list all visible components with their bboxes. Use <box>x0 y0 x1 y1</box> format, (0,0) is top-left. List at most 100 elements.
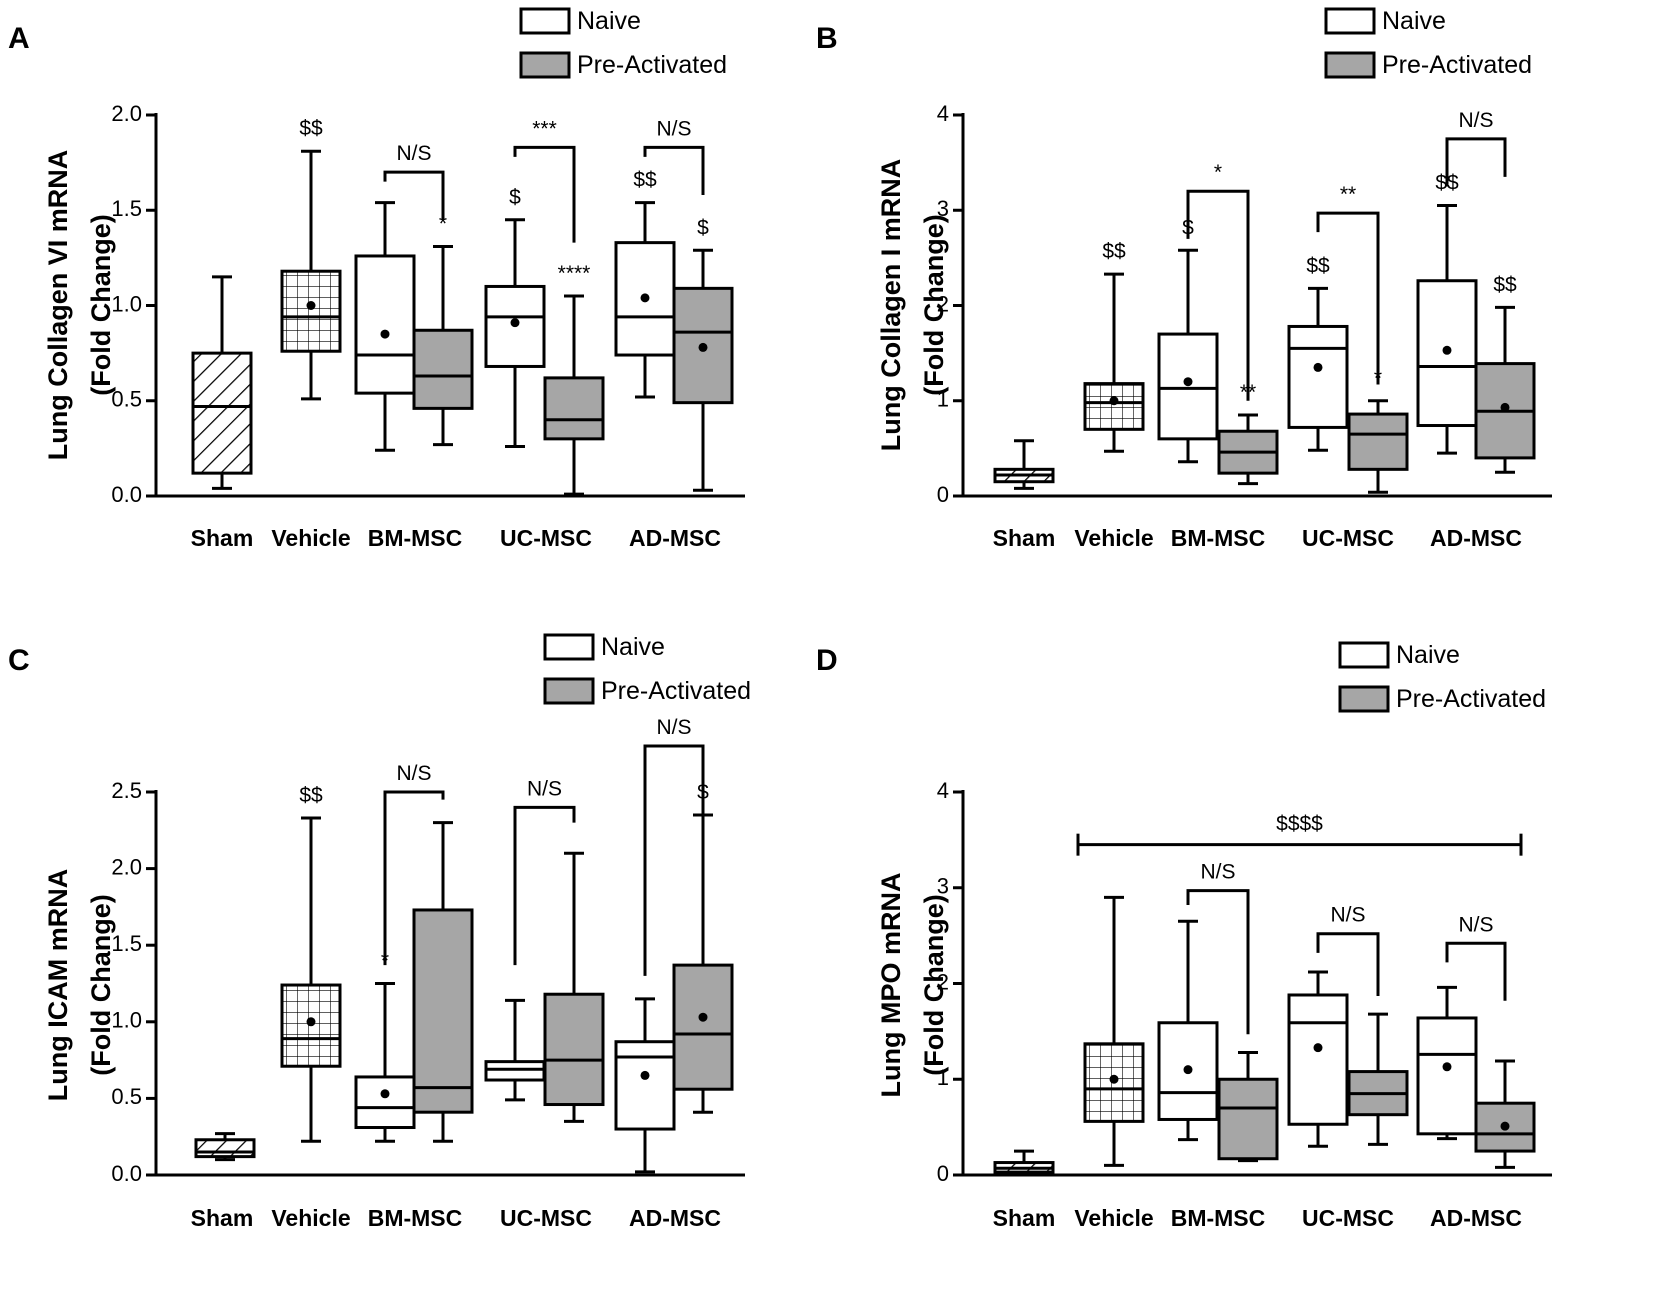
panel-d: D Lung MPO mRNA (Fold Change) 0 1 2 3 4 Sham Vehi… <box>816 641 1552 1231</box>
legend: Naive Pre-Activated <box>1324 7 1532 79</box>
significance-label: $$ <box>299 117 323 140</box>
mean-marker <box>1442 1062 1452 1072</box>
panel-label: D <box>816 644 838 677</box>
box-ad-msc-pre: $$ <box>1474 273 1536 474</box>
mean-marker <box>1313 362 1323 372</box>
box-bm-msc-naive: $ <box>1157 216 1219 464</box>
y-tick-label: 1.0 <box>111 291 142 316</box>
box-ad-msc-naive: $$ <box>614 169 676 399</box>
box-ad-msc-pre: $ <box>672 216 734 492</box>
comparison-bracket: N/S <box>383 762 445 966</box>
x-category-label: Sham <box>993 525 1056 551</box>
comparison-bracket: * <box>1186 161 1250 401</box>
significance-label: $$ <box>299 784 323 807</box>
y-tick-label: 3 <box>937 874 949 899</box>
x-category-label: AD-MSC <box>629 1205 721 1231</box>
x-category-label: UC-MSC <box>500 1205 592 1231</box>
box-uc-msc-pre <box>1347 1012 1409 1146</box>
bracket-label: N/S <box>1200 861 1235 884</box>
box-sham <box>194 1132 256 1162</box>
legend-label-naive: Naive <box>1396 641 1460 669</box>
mean-marker <box>698 1012 708 1022</box>
bracket-line <box>1316 211 1380 385</box>
y-tick-label: 4 <box>937 101 949 126</box>
box-body <box>1217 1077 1279 1161</box>
mean-marker <box>306 1017 316 1027</box>
legend-swatch-pre-activated <box>1324 51 1376 79</box>
significance-label: $$ <box>633 169 657 192</box>
mean-marker <box>510 318 520 328</box>
significance-label: * <box>439 212 447 235</box>
y-tick-label: 0.0 <box>111 482 142 507</box>
comparison-bracket: N/S <box>643 117 705 196</box>
box-sham <box>191 275 253 490</box>
y-tick-label: 1 <box>937 1065 949 1090</box>
y-tick-label: 0.5 <box>111 1084 142 1109</box>
box-body <box>1287 993 1349 1126</box>
box-ad-msc-pre: $ <box>672 781 734 1114</box>
x-category-label: BM-MSC <box>368 1205 463 1231</box>
x-category-label: UC-MSC <box>1302 1205 1394 1231</box>
legend-label-pre-activated: Pre-Activated <box>577 51 727 79</box>
x-category-label: Sham <box>993 1205 1056 1231</box>
box-body <box>614 1040 676 1131</box>
bracket-line <box>1186 189 1250 401</box>
box-bm-msc-pre: ** <box>1217 381 1279 486</box>
bracket-label: N/S <box>396 762 431 785</box>
box-body <box>1416 1016 1478 1136</box>
box-body <box>194 1138 256 1159</box>
comparison-bracket: N/S <box>1186 861 1250 1035</box>
legend-swatch-naive <box>519 7 571 35</box>
comparison-bracket: *** <box>513 117 576 243</box>
box-uc-msc-pre: **** <box>543 262 605 496</box>
y-tick-label: 2 <box>937 291 949 316</box>
panel-label: A <box>8 22 30 55</box>
bracket-label: N/S <box>527 777 562 800</box>
y-axis-subtitle: (Fold Change) <box>86 894 116 1075</box>
legend-label-pre-activated: Pre-Activated <box>601 677 751 705</box>
box-vehicle: $$ <box>280 117 342 401</box>
comparison-bracket: N/S <box>1445 109 1507 187</box>
legend: Naive Pre-Activated <box>1338 641 1546 713</box>
y-tick-label: 2 <box>937 969 949 994</box>
box-vehicle: $$ <box>280 784 342 1143</box>
x-category-label: BM-MSC <box>1171 1205 1266 1231</box>
legend-swatch-pre-activated <box>543 677 595 705</box>
bracket-line <box>383 170 445 220</box>
x-category-label: Vehicle <box>1074 1205 1153 1231</box>
significance-label: **** <box>558 262 591 285</box>
panel-a: A Lung Collagen VI mRNA (Fold Change) 0.0 0.… <box>8 7 745 551</box>
y-tick-label: 1.5 <box>111 196 142 221</box>
mean-marker <box>1183 377 1193 387</box>
significance-label: $ <box>697 216 709 239</box>
box-body <box>354 1075 416 1130</box>
y-tick-label: 1.5 <box>111 931 142 956</box>
box-bm-msc-naive <box>1157 919 1219 1142</box>
y-tick-label: 0 <box>937 1161 949 1186</box>
x-category-label: UC-MSC <box>500 525 592 551</box>
overall-comparison: $$$$ <box>1076 813 1523 856</box>
significance-label: $$ <box>1306 254 1330 277</box>
bracket-label: N/S <box>1458 913 1493 936</box>
bracket-line <box>643 145 705 196</box>
y-tick-label: 2.0 <box>111 854 142 879</box>
bracket-label: ** <box>1340 183 1356 206</box>
y-axis-subtitle: (Fold Change) <box>919 214 949 395</box>
box-bm-msc-naive <box>354 201 416 452</box>
legend: Naive Pre-Activated <box>543 633 751 705</box>
mean-marker <box>380 329 390 339</box>
panel-c: C Lung ICAM mRNA (Fold Change) 0.0 0.5 1.0 1.5… <box>8 633 751 1231</box>
box-body <box>1347 412 1409 471</box>
box-body <box>412 908 474 1114</box>
x-category-label: Vehicle <box>271 1205 350 1231</box>
box-ad-msc-naive <box>1416 985 1478 1141</box>
x-category-label: AD-MSC <box>1430 1205 1522 1231</box>
legend-swatch-pre-activated <box>1338 685 1390 713</box>
bracket-line <box>1445 941 1507 1001</box>
box-uc-msc-pre <box>543 851 605 1123</box>
legend: Naive Pre-Activated <box>519 7 727 79</box>
box-body <box>484 1060 546 1082</box>
y-tick-label: 0.0 <box>111 1161 142 1186</box>
box-body <box>280 269 342 353</box>
